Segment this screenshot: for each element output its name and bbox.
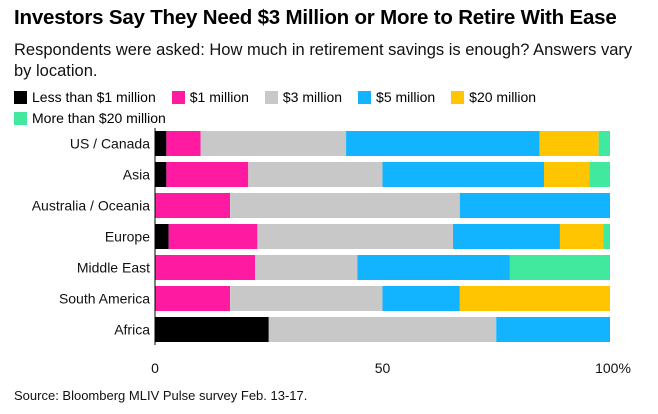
chart-title: Investors Say They Need $3 Million or Mo… [14, 6, 617, 29]
bar-segment-20-million [539, 131, 599, 156]
bar-segment-5-million [382, 162, 545, 187]
bar-segment-5-million [459, 193, 610, 218]
bar-row-south-america: South America [59, 286, 610, 311]
bar-segment-3-million [257, 224, 454, 249]
bar-row-europe: Europe [105, 224, 610, 249]
x-tick-label: 50 [375, 360, 391, 376]
bar-segment-1-million [166, 131, 201, 156]
bar-row-us-canada: US / Canada [70, 131, 610, 156]
category-label: Africa [114, 322, 150, 338]
bar-segment-3-million [255, 255, 358, 280]
legend-item-more-than-20-million: More than $20 million [14, 109, 166, 128]
legend-label: $5 million [376, 89, 436, 105]
legend-item-1-million: $1 million [171, 88, 249, 107]
bar-segment-3-million [230, 193, 460, 218]
legend-label: $20 million [469, 89, 537, 105]
legend-swatch [264, 91, 278, 104]
legend-label: $3 million [282, 89, 343, 105]
legend-label: More than $20 million [32, 110, 166, 126]
bar-row-middle-east: Middle East [77, 255, 610, 280]
bar-segment-20-million [459, 286, 610, 311]
bar-segment-1-million [168, 224, 258, 249]
bar-segment-1-million [155, 193, 231, 218]
legend-label: Less than $1 million [32, 89, 156, 105]
x-tick-label: 100% [595, 360, 631, 376]
bar-segment-3-million [268, 317, 497, 342]
bar-segment-20-million [559, 224, 604, 249]
bar-segment-5-million [382, 286, 460, 311]
legend-swatch [451, 91, 465, 104]
bar-segment-3-million [200, 131, 347, 156]
legend-item-5-million: $5 million [358, 88, 435, 107]
bar-row-australia-oceania: Australia / Oceania [32, 193, 610, 218]
bar-segment-more-than-20-million [509, 255, 610, 280]
bar-segment-3-million [230, 286, 383, 311]
chart-legend: Less than $1 million $1 million $3 million… [14, 88, 644, 130]
category-label: Australia / Oceania [32, 198, 150, 214]
bar-segment-more-than-20-million [589, 162, 610, 187]
bar-segment-20-million [544, 162, 590, 187]
bar-segment-1-million [155, 255, 256, 280]
bar-segment-5-million [496, 317, 610, 342]
bar-segment-more-than-20-million [598, 131, 610, 156]
bar-segment-1-million [155, 286, 231, 311]
category-label: South America [59, 291, 150, 307]
bar-row-asia: Asia [123, 162, 610, 187]
legend-item-3-million: $3 million [264, 88, 343, 107]
bar-segment-5-million [453, 224, 560, 249]
x-tick-label: 0 [151, 360, 159, 376]
category-label: US / Canada [70, 136, 150, 152]
legend-item-less-than-1-million: Less than $1 million [14, 88, 156, 107]
category-label: Asia [123, 167, 150, 183]
legend-swatch [14, 112, 27, 125]
bar-segment-5-million [346, 131, 540, 156]
legend-swatch [358, 91, 372, 104]
bar-segment-1-million [166, 162, 249, 187]
bar-segment-less-than-1-million [155, 131, 167, 156]
bar-segment-less-than-1-million [155, 224, 169, 249]
category-label: Middle East [77, 260, 150, 276]
category-label: Europe [105, 229, 150, 245]
bar-segment-less-than-1-million [155, 162, 167, 187]
bar-segment-3-million [248, 162, 383, 187]
legend-label: $1 million [189, 89, 249, 105]
legend-swatch [14, 91, 27, 104]
bar-segment-5-million [357, 255, 510, 280]
chart-subtitle: Respondents were asked: How much in reti… [14, 41, 633, 80]
bar-row-africa: Africa [114, 317, 610, 342]
bar-segment-more-than-20-million [603, 224, 610, 249]
bar-segment-less-than-1-million [155, 317, 269, 342]
legend-swatch [171, 91, 185, 104]
legend-item-20-million: $20 million [451, 88, 536, 107]
chart-source: Source: Bloomberg MLIV Pulse survey Feb.… [14, 388, 308, 403]
